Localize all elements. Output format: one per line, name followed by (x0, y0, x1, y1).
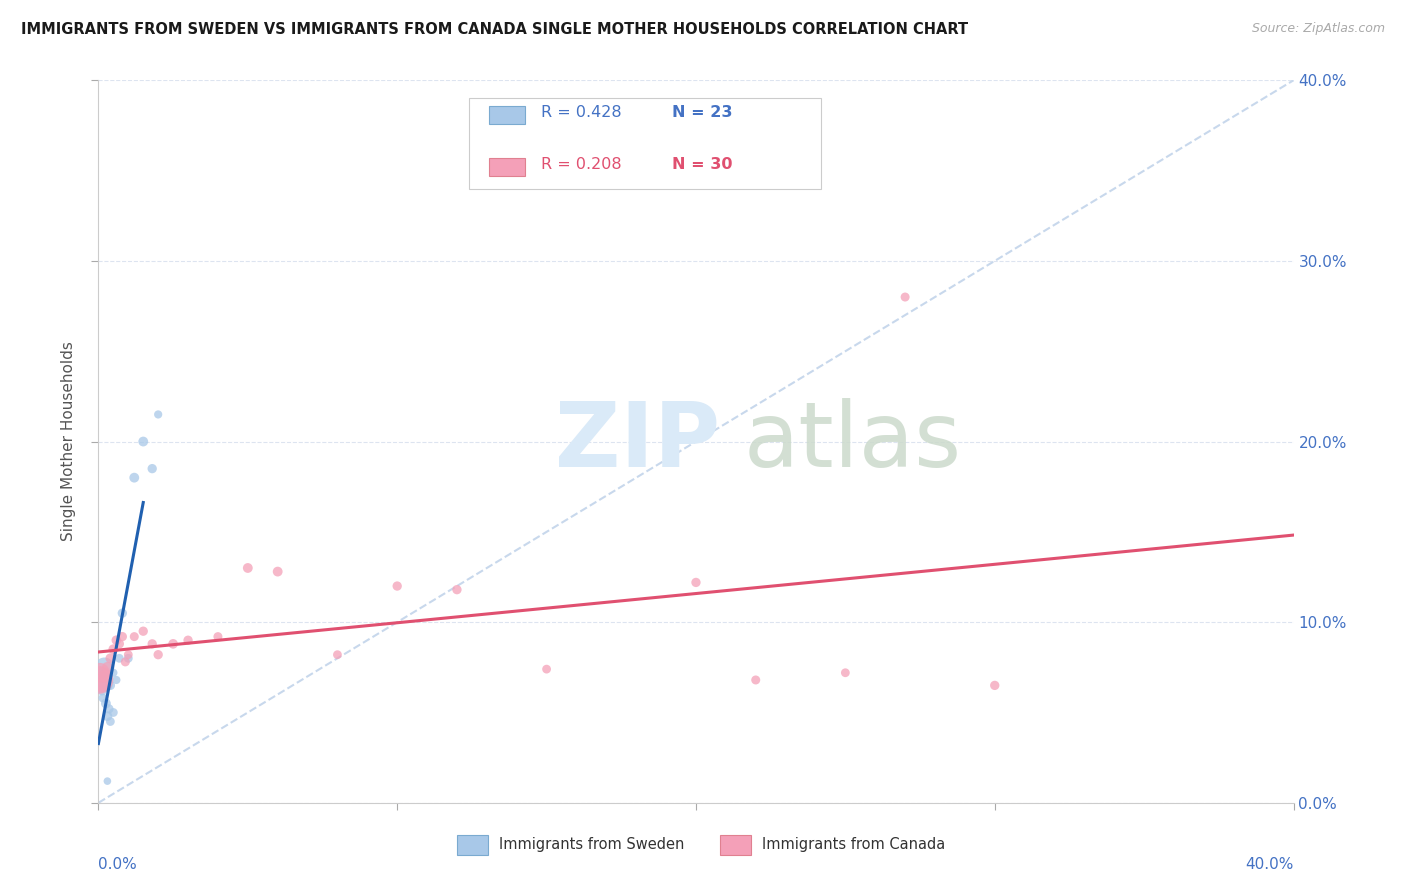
Point (89, 665, 111, 680)
Point (894, 290, 917, 304)
Text: N = 23: N = 23 (672, 105, 733, 120)
Point (141, 637, 163, 651)
Point (685, 575, 707, 590)
Text: R = 0.208: R = 0.208 (541, 157, 621, 172)
Point (162, 637, 184, 651)
Point (117, 651, 139, 665)
Point (105, 673, 128, 687)
Point (148, 648, 170, 662)
Point (745, 673, 768, 687)
Point (111, 606, 134, 620)
Point (117, 648, 139, 662)
Point (97, 702, 120, 716)
Point (96, 774, 118, 789)
Point (90, 678, 112, 692)
Point (536, 662, 558, 676)
Point (91, 683, 114, 698)
Point (98, 714, 122, 729)
Text: atlas: atlas (744, 398, 962, 485)
Text: N = 30: N = 30 (672, 157, 733, 172)
Point (93, 660, 115, 674)
Point (207, 630, 229, 644)
Point (984, 678, 1007, 692)
Point (326, 648, 349, 662)
Point (385, 579, 409, 593)
Point (124, 630, 146, 644)
Text: R = 0.428: R = 0.428 (541, 105, 621, 120)
Point (98, 678, 122, 692)
Text: Source: ZipAtlas.com: Source: ZipAtlas.com (1251, 22, 1385, 36)
FancyBboxPatch shape (470, 98, 821, 189)
Point (132, 434, 155, 449)
Point (94, 697, 117, 711)
Point (93, 669, 115, 683)
Text: 0.0%: 0.0% (98, 857, 138, 872)
Point (834, 665, 856, 680)
Text: IMMIGRANTS FROM SWEDEN VS IMMIGRANTS FROM CANADA SINGLE MOTHER HOUSEHOLDS CORREL: IMMIGRANTS FROM SWEDEN VS IMMIGRANTS FRO… (21, 22, 969, 37)
Point (124, 471, 146, 485)
Point (108, 637, 131, 651)
Point (96, 678, 118, 692)
Point (267, 565, 290, 579)
Point (236, 561, 259, 575)
Point (177, 633, 200, 648)
Point (132, 624, 155, 639)
Point (91, 691, 114, 706)
Point (105, 633, 128, 648)
Text: ZIP: ZIP (555, 398, 720, 485)
Point (96, 660, 118, 674)
Point (114, 655, 136, 669)
Point (446, 582, 468, 597)
Point (148, 408, 170, 422)
Point (111, 630, 134, 644)
Point (93, 678, 115, 692)
Point (103, 706, 125, 720)
Point (108, 651, 131, 665)
Text: Immigrants from Canada: Immigrants from Canada (762, 838, 945, 852)
Y-axis label: Single Mother Households: Single Mother Households (60, 342, 76, 541)
Point (98, 651, 122, 665)
Point (89, 673, 111, 687)
Text: Immigrants from Sweden: Immigrants from Sweden (499, 838, 685, 852)
Point (89, 673, 111, 687)
Point (141, 461, 163, 475)
FancyBboxPatch shape (489, 158, 524, 176)
Point (90, 669, 112, 683)
FancyBboxPatch shape (489, 105, 524, 124)
Point (103, 665, 125, 680)
Point (96, 709, 118, 723)
Text: 40.0%: 40.0% (1246, 857, 1294, 872)
Point (103, 642, 125, 657)
